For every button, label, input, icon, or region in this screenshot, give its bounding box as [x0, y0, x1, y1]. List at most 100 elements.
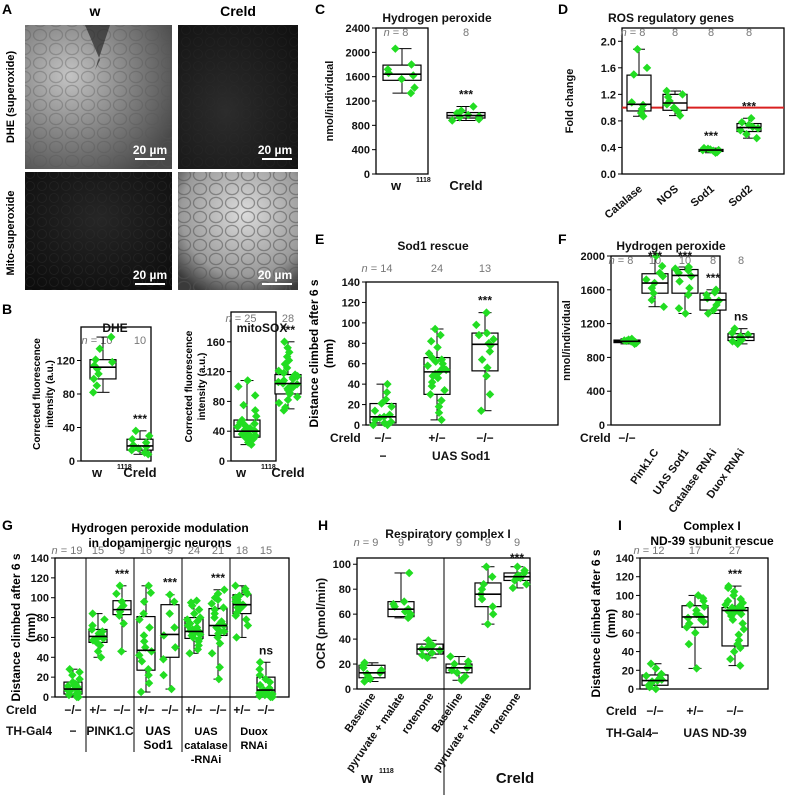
genotype-value: +/−	[185, 703, 202, 717]
significance-mark: ***	[704, 129, 718, 143]
micrograph-row-label-mito: Mito-superoxide	[5, 191, 17, 276]
data-point	[488, 609, 498, 619]
data-point	[683, 290, 693, 300]
category-label: w	[235, 465, 247, 480]
chart-title: Sod1 rescue	[397, 239, 469, 253]
y-tick-label: 0	[345, 684, 351, 696]
data-point	[391, 44, 400, 53]
scale-bar-1: 20 µm	[133, 143, 167, 160]
data-point	[146, 588, 156, 597]
n-label: 9	[398, 537, 404, 549]
significance-mark: ***	[728, 567, 742, 581]
data-point	[659, 302, 668, 311]
data-point	[489, 334, 498, 344]
significance-mark: ns	[734, 310, 748, 324]
significance-mark: ***	[706, 271, 720, 285]
data-point	[483, 619, 493, 629]
genotype-value: +/−	[233, 703, 250, 717]
n-label: 9	[456, 537, 462, 549]
genotype-row-label: TH-Gal4	[6, 724, 52, 738]
n-label: n = 8	[621, 27, 646, 39]
y-tick-label: 80	[339, 584, 351, 596]
y-tick-label: 140	[616, 553, 634, 565]
y-tick-label: 140	[31, 553, 49, 565]
scale-bar-label-3: 20 µm	[133, 268, 167, 282]
data-point	[290, 370, 300, 379]
panel-letter-d: D	[558, 1, 568, 17]
category-label: w	[390, 178, 402, 193]
scale-bar-label-4: 20 µm	[258, 268, 292, 282]
box-group	[613, 334, 641, 349]
data-point	[464, 662, 473, 671]
genotype-row-label: Creld	[6, 703, 37, 717]
box-group	[231, 581, 253, 642]
chart-panel-h-7: 0 20 40 60 80 100 OCR (pmol/min) Respiratory co…	[314, 527, 534, 795]
data-point	[463, 657, 473, 666]
y-tick-label: 60	[348, 359, 360, 371]
data-point	[522, 579, 531, 589]
data-point	[724, 581, 733, 591]
genotype-group-label: Creld	[496, 770, 534, 787]
data-point	[736, 594, 745, 604]
significance-mark: ***	[459, 87, 473, 101]
y-tick-label: 60	[37, 632, 49, 644]
y-tick-label: 100	[333, 559, 351, 571]
data-point	[700, 602, 709, 611]
genotype-value: +/−	[137, 703, 154, 717]
box-group	[135, 581, 156, 697]
data-point	[728, 337, 737, 346]
genotype-value: +/−	[686, 704, 703, 718]
data-point	[410, 83, 419, 92]
data-point	[250, 391, 260, 400]
box-group	[681, 591, 709, 673]
y-tick-label: 0	[364, 169, 370, 181]
data-point	[472, 320, 481, 330]
y-tick-label: 1.6	[601, 63, 616, 75]
category-label-superscript: 1118	[416, 177, 431, 184]
data-point	[136, 687, 146, 697]
data-point	[89, 374, 99, 384]
data-point	[279, 376, 289, 385]
data-point	[723, 596, 733, 606]
y-tick-label: 40	[348, 379, 360, 391]
data-point	[293, 392, 302, 402]
data-point	[684, 262, 693, 272]
data-point	[692, 606, 701, 615]
data-point	[435, 646, 444, 655]
panel-letter-c: C	[315, 1, 325, 17]
n-label: 21	[212, 545, 224, 557]
box-group: UAS Sod1	[651, 262, 699, 497]
data-point	[274, 366, 283, 376]
data-point	[685, 619, 694, 628]
n-label: 8	[463, 27, 469, 39]
micrograph-dhe-creld	[178, 25, 298, 169]
panel-letter-b: B	[2, 301, 12, 317]
data-point	[730, 324, 739, 333]
data-point	[457, 106, 466, 115]
y-tick-label: 0	[219, 456, 225, 468]
y-tick-label: 80	[348, 338, 360, 350]
box-group: Creld	[271, 337, 305, 480]
y-tick-label: 20	[622, 665, 634, 677]
data-point	[655, 268, 664, 278]
data-point	[675, 277, 684, 286]
chart-title: ROS regulatory genes	[608, 11, 734, 25]
data-point	[450, 659, 459, 669]
significance-mark: ***	[678, 249, 692, 263]
data-point	[383, 379, 392, 389]
n-label: n = 14	[362, 263, 393, 275]
genotype-value: +/−	[428, 431, 445, 445]
data-point	[702, 290, 711, 300]
data-point	[159, 670, 168, 680]
y-tick-label: 80	[37, 613, 49, 625]
significance-mark: ***	[281, 323, 295, 337]
data-point	[488, 572, 497, 581]
box-group: Sod1	[689, 143, 724, 210]
y-tick-label: 20	[348, 400, 360, 412]
panel-letter-a: A	[2, 1, 12, 17]
n-label: 9	[427, 537, 433, 549]
data-point	[231, 581, 240, 591]
data-point	[232, 633, 241, 642]
